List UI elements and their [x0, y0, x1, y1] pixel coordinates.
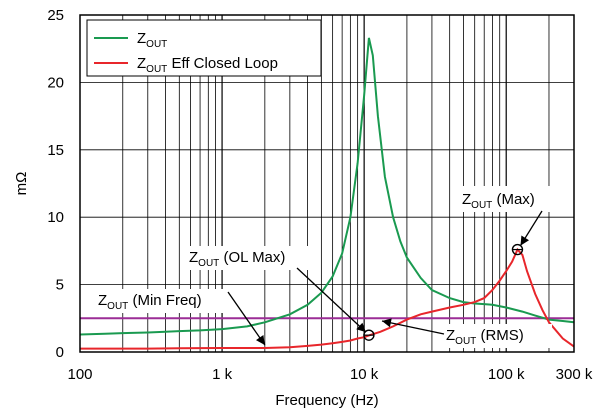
x-tick-label: 100	[67, 366, 92, 383]
arrow-rms-shaft	[381, 320, 445, 335]
legend-rest: Eff Closed Loop	[167, 55, 278, 72]
annotation-max-rest: (Max)	[492, 191, 535, 208]
legend-name: Z	[137, 30, 146, 47]
ann-bg-rms	[442, 324, 552, 348]
y-tick-label: 10	[47, 209, 64, 226]
annotation-min-freq-rest: (Min Freq)	[128, 292, 201, 309]
annotation-ol-max-main: Z	[189, 249, 198, 266]
y-tick-label: 20	[47, 74, 64, 91]
legend-sub: OUT	[146, 64, 167, 75]
legend-name: Z	[137, 55, 146, 72]
markers-group	[363, 243, 524, 341]
annotation-rms-sub: OUT	[455, 336, 476, 347]
y-tick-label: 15	[47, 142, 64, 159]
annotation-max: ZOUT (Max)	[462, 191, 535, 211]
arrow-min-freq-shaft	[227, 291, 266, 346]
arrow-ol-max	[296, 267, 367, 333]
x-tick-label: 300 k	[556, 366, 593, 383]
legend-entry-0: ZOUT	[137, 30, 167, 50]
x-tick-label: 100 k	[488, 366, 525, 383]
annotation-ol-max-rest: (OL Max)	[219, 249, 285, 266]
series-line-0	[79, 37, 575, 336]
arrow-min-freq-head	[256, 335, 265, 345]
ann-bg-olmax	[186, 246, 316, 270]
y-tick-label: 0	[56, 344, 64, 361]
series-line-1	[80, 247, 575, 350]
tick-labels: 100 1 k 10 k 100 k 300 k 0 5 10 15 20 25	[47, 7, 593, 383]
x-tick-label: 1 k	[212, 366, 233, 383]
series-group	[79, 37, 575, 350]
ann-bg-max	[458, 186, 554, 212]
arrow-ol-max-shaft	[296, 267, 367, 333]
annotation-rms: ZOUT (RMS)	[446, 327, 524, 347]
annotation-ol-max: ZOUT (OL Max)	[189, 249, 285, 269]
arrow-ol-max-head	[356, 322, 366, 333]
annotation-ol-max-sub: OUT	[198, 258, 219, 269]
arrow-max	[519, 210, 543, 246]
legend-sub: OUT	[146, 39, 167, 50]
annotation-rms-main: Z	[446, 327, 455, 344]
annotation-max-main: Z	[462, 191, 471, 208]
legend-box	[86, 19, 322, 77]
arrow-rms	[381, 318, 445, 335]
x-axis-label: Frequency (Hz)	[275, 392, 378, 409]
arrow-min-freq	[227, 291, 266, 346]
annotations: ZOUT (Max)ZOUT (OL Max)ZOUT (Min Freq)ZO…	[94, 186, 554, 348]
y-axis-label: mΩ	[13, 172, 30, 196]
legend-entry-1: ZOUT Eff Closed Loop	[137, 55, 278, 75]
annotation-min-freq: ZOUT (Min Freq)	[98, 292, 202, 312]
arrow-max-head	[520, 235, 529, 246]
x-tick-label: 10 k	[350, 366, 379, 383]
ann-bg-minfreq	[94, 289, 230, 313]
annotation-min-freq-main: Z	[98, 292, 107, 309]
y-tick-label: 25	[47, 7, 64, 24]
annotation-min-freq-sub: OUT	[107, 301, 128, 312]
annotation-rms-rest: (RMS)	[476, 327, 524, 344]
plot-frame	[79, 14, 575, 353]
y-tick-label: 5	[56, 277, 64, 294]
annotation-max-sub: OUT	[471, 200, 492, 211]
arrow-rms-head	[382, 318, 392, 328]
